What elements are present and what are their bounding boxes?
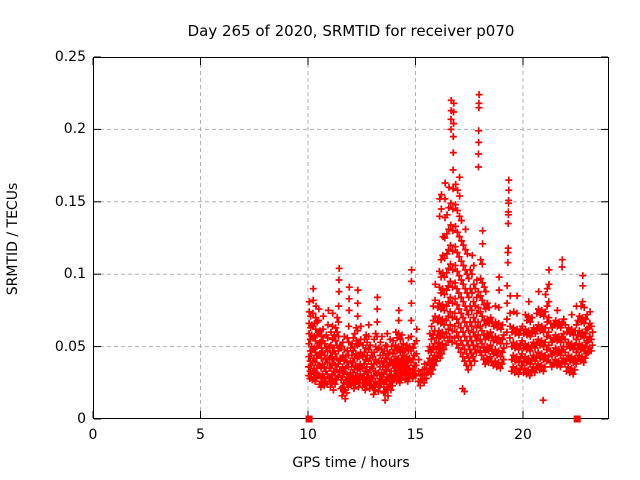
y-tick-label: 0.1 — [63, 266, 86, 283]
x-tick-label: 10 — [299, 427, 317, 443]
x-tick-label: 20 — [514, 427, 532, 443]
x-tick-label: 15 — [406, 427, 425, 443]
y-tick-label: 0.05 — [54, 338, 86, 355]
plot-area — [92, 56, 609, 423]
y-tick-label: 0.2 — [63, 121, 86, 138]
chart-title: Day 265 of 2020, SRMTID for receiver p07… — [187, 22, 515, 40]
y-tick-label: 0.15 — [54, 193, 86, 210]
y-tick-label: 0.25 — [54, 49, 86, 65]
y-tick-label: 0 — [77, 411, 86, 427]
y-axis-label: SRMTID / TECUs — [5, 182, 21, 296]
x-tick-label: 0 — [88, 427, 98, 443]
x-tick-label: 5 — [196, 427, 205, 443]
x-axis-label: GPS time / hours — [292, 455, 410, 471]
